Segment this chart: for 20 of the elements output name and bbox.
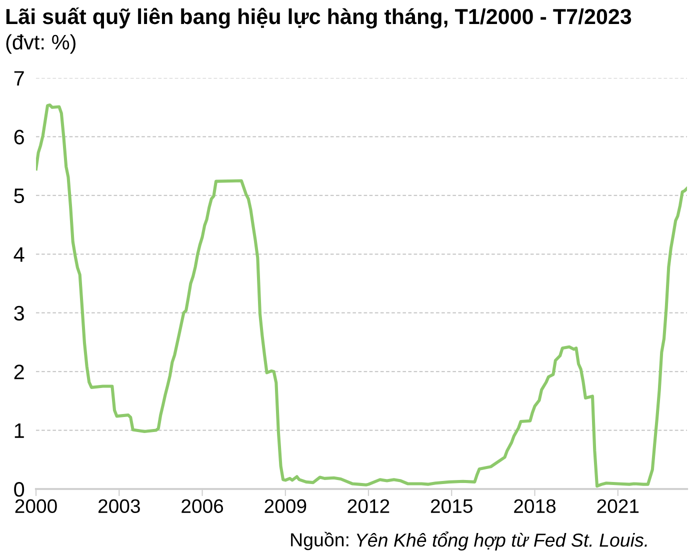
- x-tick-label: 2012: [348, 499, 390, 514]
- x-tick-label: 2018: [514, 499, 556, 514]
- x-tick-label: 2000: [15, 499, 57, 514]
- x-tick-label: 2003: [98, 499, 140, 514]
- y-tick-label: 7: [14, 71, 24, 86]
- chart-subtitle: (đvt: %): [6, 34, 76, 54]
- x-tick-label: 2021: [597, 499, 639, 514]
- y-tick-label: 0: [14, 482, 24, 497]
- text: Nguồn: Yên Khê tổng hợp từ Fed St. Louis.: [291, 531, 647, 551]
- x-tick-label: 2015: [430, 499, 472, 514]
- y-tick-label: 5: [14, 188, 24, 204]
- y-tick-label: 6: [14, 130, 24, 144]
- y-tick-label: 2: [14, 364, 24, 380]
- chart-title: Lãi suất quỹ liên bang hiệu lực hàng tháng, T1/2000 - T7/2023: [6, 7, 632, 29]
- y-tick-label: 4: [14, 247, 24, 262]
- y-tick-label: 1: [14, 424, 24, 438]
- line-series: [36, 103, 687, 488]
- y-tick-label: 3: [14, 306, 24, 321]
- x-tick-label: 2009: [264, 499, 306, 514]
- x-tick-label: 2006: [182, 499, 224, 514]
